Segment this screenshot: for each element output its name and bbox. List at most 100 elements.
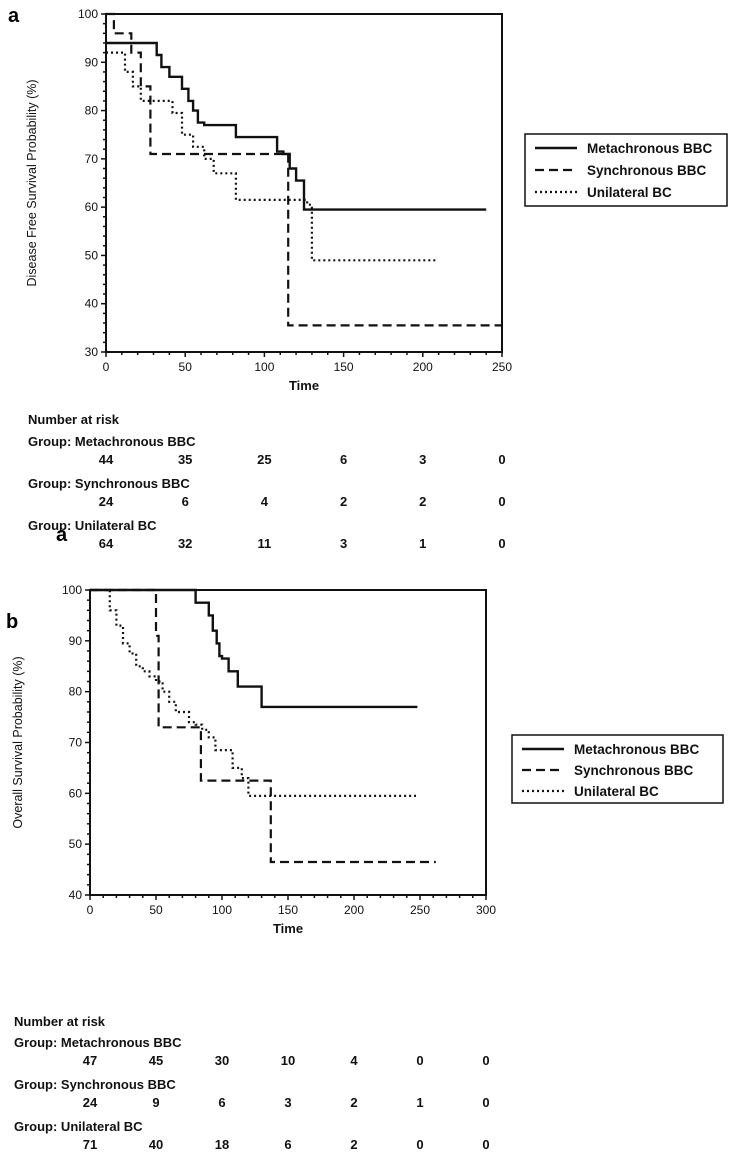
legend-label: Unilateral BC bbox=[574, 784, 659, 799]
risk-value: 2 bbox=[350, 1095, 357, 1110]
risk-table-title: Number at risk bbox=[14, 1014, 106, 1029]
risk-value: 1 bbox=[416, 1095, 423, 1110]
risk-value: 0 bbox=[482, 1053, 489, 1068]
x-tick-label: 250 bbox=[492, 360, 512, 374]
risk-value: 0 bbox=[416, 1053, 423, 1068]
legend-label: Metachronous BBC bbox=[587, 141, 713, 156]
risk-value: 24 bbox=[83, 1095, 98, 1110]
x-tick-label: 50 bbox=[179, 360, 193, 374]
series-line-synchronous-bbc bbox=[90, 588, 436, 864]
risk-table: Number at risk Group: Metachronous BBC 44 3… bbox=[28, 412, 506, 551]
risk-value: 10 bbox=[281, 1053, 295, 1068]
y-tick-label: 60 bbox=[85, 200, 99, 214]
y-tick-label: 70 bbox=[85, 152, 99, 166]
risk-value: 45 bbox=[149, 1053, 163, 1068]
risk-value: 71 bbox=[83, 1137, 97, 1152]
y-tick-label: 60 bbox=[69, 786, 83, 800]
risk-value: 1 bbox=[419, 536, 426, 551]
risk-value: 64 bbox=[99, 536, 114, 551]
risk-group-label: Group: Synchronous BBC bbox=[14, 1077, 176, 1092]
y-axis-title: Disease Free Survival Probability (%) bbox=[25, 79, 39, 286]
y-tick-label: 80 bbox=[69, 685, 83, 699]
risk-value: 32 bbox=[178, 536, 192, 551]
y-tick-label: 90 bbox=[85, 55, 99, 69]
risk-value: 2 bbox=[340, 494, 347, 509]
risk-value: 3 bbox=[284, 1095, 291, 1110]
y-tick-label: 70 bbox=[69, 736, 83, 750]
risk-value: 6 bbox=[340, 452, 347, 467]
risk-value: 3 bbox=[340, 536, 347, 551]
y-tick-label: 90 bbox=[69, 634, 83, 648]
risk-value: 47 bbox=[83, 1053, 97, 1068]
x-tick-label: 150 bbox=[278, 903, 298, 917]
risk-value: 0 bbox=[416, 1137, 423, 1152]
risk-value: 40 bbox=[149, 1137, 163, 1152]
risk-value: 3 bbox=[419, 452, 426, 467]
risk-value: 9 bbox=[152, 1095, 159, 1110]
y-tick-label: 50 bbox=[69, 837, 83, 851]
y-axis-title: Overall Survival Probability (%) bbox=[11, 656, 25, 828]
y-tick-label: 40 bbox=[85, 297, 99, 311]
risk-value: 6 bbox=[284, 1137, 291, 1152]
risk-value: 2 bbox=[419, 494, 426, 509]
risk-group-label: Group: Metachronous BBC bbox=[14, 1035, 182, 1050]
y-tick-label: 80 bbox=[85, 104, 99, 118]
risk-value: 4 bbox=[350, 1053, 358, 1068]
x-tick-label: 0 bbox=[103, 360, 110, 374]
risk-value: 0 bbox=[498, 494, 505, 509]
risk-group-label: Group: Metachronous BBC bbox=[28, 434, 196, 449]
x-tick-label: 300 bbox=[476, 903, 496, 917]
risk-group-label: Group: Synchronous BBC bbox=[28, 476, 190, 491]
x-axis-title: Time bbox=[289, 378, 319, 393]
series-line-metachronous-bbc bbox=[90, 588, 418, 709]
risk-value: 0 bbox=[498, 452, 505, 467]
risk-group-label: Group: Unilateral BC bbox=[28, 518, 157, 533]
series-line-unilateral-bc bbox=[90, 588, 416, 797]
legend: Metachronous BBC Synchronous BBC Unilatera… bbox=[511, 734, 724, 804]
y-tick-label: 100 bbox=[62, 583, 82, 597]
y-tick-label: 100 bbox=[78, 7, 98, 21]
series-line-metachronous-bbc bbox=[106, 41, 487, 211]
legend-label: Synchronous BBC bbox=[574, 763, 694, 778]
x-tick-label: 250 bbox=[410, 903, 430, 917]
risk-table: Number at risk Group: Metachronous BBC 47 4… bbox=[14, 1014, 490, 1152]
x-tick-label: 100 bbox=[212, 903, 232, 917]
x-tick-label: 150 bbox=[334, 360, 354, 374]
y-tick-label: 30 bbox=[85, 345, 99, 359]
series-line-unilateral-bc bbox=[106, 51, 436, 262]
risk-value: 0 bbox=[482, 1095, 489, 1110]
legend: Metachronous BBC Synchronous BBC Unilatera… bbox=[524, 133, 728, 207]
risk-value: 24 bbox=[99, 494, 114, 509]
legend-label: Unilateral BC bbox=[587, 185, 672, 200]
risk-value: 0 bbox=[482, 1137, 489, 1152]
risk-group-label: Group: Unilateral BC bbox=[14, 1119, 143, 1134]
risk-value: 11 bbox=[258, 536, 272, 551]
y-tick-label: 50 bbox=[85, 248, 99, 262]
risk-value: 6 bbox=[182, 494, 189, 509]
x-tick-label: 200 bbox=[413, 360, 433, 374]
plot-frame bbox=[105, 13, 503, 353]
risk-value: 0 bbox=[498, 536, 505, 551]
risk-value: 18 bbox=[215, 1137, 229, 1152]
x-tick-label: 100 bbox=[254, 360, 274, 374]
x-tick-label: 0 bbox=[87, 903, 94, 917]
x-tick-label: 50 bbox=[149, 903, 163, 917]
risk-value: 44 bbox=[99, 452, 114, 467]
risk-value: 2 bbox=[350, 1137, 357, 1152]
series-line-synchronous-bbc bbox=[106, 12, 502, 327]
legend-label: Metachronous BBC bbox=[574, 742, 700, 757]
risk-table-title: Number at risk bbox=[28, 412, 120, 427]
y-tick-label: 40 bbox=[69, 888, 83, 902]
legend-label: Synchronous BBC bbox=[587, 163, 707, 178]
panel-label: b bbox=[6, 611, 18, 633]
plot-frame bbox=[89, 589, 487, 896]
panel-label: a bbox=[8, 5, 20, 27]
risk-value: 35 bbox=[178, 452, 192, 467]
legend-box bbox=[524, 133, 728, 207]
risk-value: 6 bbox=[218, 1095, 225, 1110]
stray-panel-mark: a bbox=[56, 524, 68, 546]
risk-value: 30 bbox=[215, 1053, 229, 1068]
